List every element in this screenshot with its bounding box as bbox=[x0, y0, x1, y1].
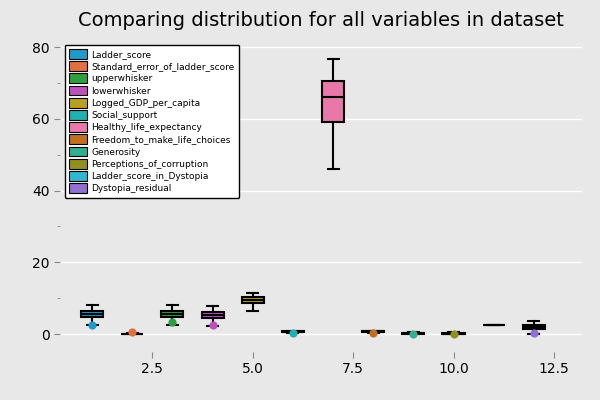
Point bbox=[449, 331, 458, 337]
Point bbox=[288, 330, 298, 336]
PathPatch shape bbox=[81, 312, 103, 317]
PathPatch shape bbox=[242, 297, 264, 303]
Point bbox=[529, 329, 539, 336]
Title: Comparing distribution for all variables in dataset: Comparing distribution for all variables… bbox=[78, 11, 564, 30]
PathPatch shape bbox=[202, 312, 224, 318]
PathPatch shape bbox=[161, 311, 184, 317]
Point bbox=[127, 329, 137, 335]
Point bbox=[368, 330, 378, 336]
PathPatch shape bbox=[322, 81, 344, 122]
Point bbox=[409, 331, 418, 337]
Point bbox=[167, 318, 177, 325]
PathPatch shape bbox=[362, 331, 384, 332]
PathPatch shape bbox=[523, 324, 545, 329]
PathPatch shape bbox=[403, 333, 424, 334]
PathPatch shape bbox=[442, 333, 464, 334]
Point bbox=[208, 322, 217, 328]
Point bbox=[88, 322, 97, 329]
Legend: Ladder_score, Standard_error_of_ladder_score, upperwhisker, lowerwhisker, Logged: Ladder_score, Standard_error_of_ladder_s… bbox=[65, 44, 239, 198]
